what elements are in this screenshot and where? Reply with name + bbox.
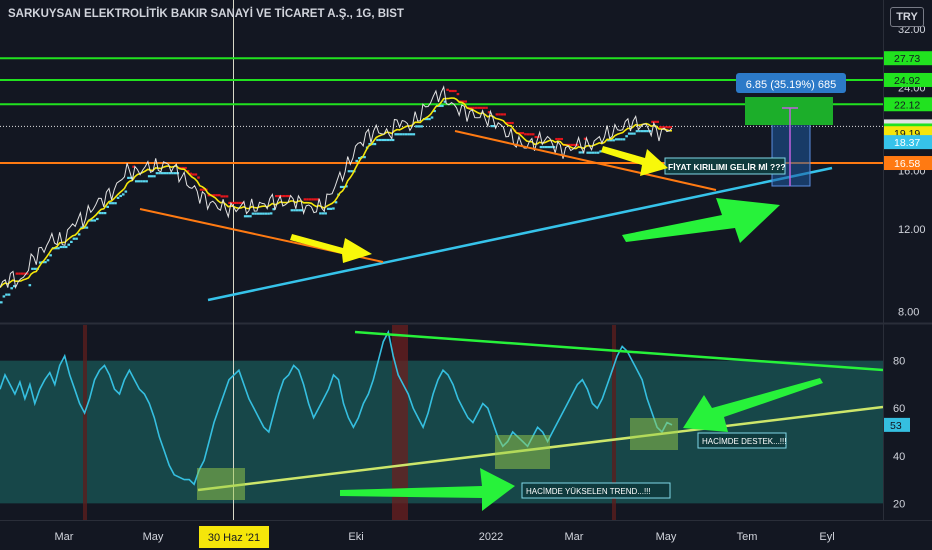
green-arrow-rsi-2 — [683, 378, 823, 432]
volume-marker — [612, 325, 616, 520]
level-price-tag: 27.73 — [894, 53, 920, 65]
rsi-tick-label: 40 — [893, 451, 905, 463]
rsi-line — [0, 329, 673, 486]
time-tick-label: Mar — [55, 531, 74, 543]
price-tick-label: 12.00 — [898, 224, 926, 236]
level-price-tag-box — [884, 97, 932, 112]
moving-average-line — [0, 97, 673, 289]
level-price-tag-box — [884, 51, 932, 66]
rsi-current-tag-box — [884, 417, 910, 432]
volume-highlight-box — [630, 418, 678, 450]
long-position-tool[interactable]: 6.85 (35.19%) 685 — [736, 73, 846, 187]
price-tag-box — [884, 135, 932, 150]
time-tick-label: 2022 — [479, 531, 503, 543]
crosshair-date-label: 30 Haz '21 — [208, 532, 260, 544]
chart-title: SARKUYSAN ELEKTROLİTİK BAKIR SANAYİ VE T… — [8, 8, 404, 20]
time-tick-label: May — [656, 531, 677, 543]
price-tick-label: 32.00 — [898, 24, 926, 36]
level-price-tag: 22.12 — [894, 99, 920, 111]
target-zone — [745, 97, 833, 125]
volume-markers — [83, 325, 616, 520]
green-arrow-rsi-1 — [340, 468, 515, 511]
level-price-tag-box — [884, 156, 932, 171]
volume-marker — [392, 325, 408, 520]
rsi-resistance-line — [354, 330, 883, 372]
rsi-tick-label: 60 — [893, 403, 905, 415]
rsi-tick-label: 80 — [893, 356, 905, 368]
time-tick-label: Tem — [737, 531, 758, 543]
rsi-tick-label: 20 — [893, 498, 905, 510]
price-tick-label: 8.00 — [898, 307, 919, 319]
position-label: 6.85 (35.19%) 685 — [746, 79, 837, 91]
resistance-trendline-2 — [454, 130, 717, 191]
support-trendline — [207, 166, 833, 302]
level-price-tag-box — [884, 72, 932, 87]
rsi-note-support: HACİMDE DESTEK...!!! — [702, 437, 786, 446]
price-tag: 18.37 — [894, 137, 920, 149]
price-plot — [0, 57, 883, 304]
time-tick-label: Eki — [348, 531, 363, 543]
axes: 8.0012.0016.0024.0032.0027.7324.9222.121… — [55, 24, 932, 548]
rsi-band — [0, 360, 883, 504]
volume-marker — [83, 325, 87, 520]
time-tick-label: Mar — [565, 531, 584, 543]
currency-button[interactable]: TRY — [890, 7, 924, 27]
time-tick-label: Eyl — [819, 531, 834, 543]
rsi-note-support-box — [697, 432, 787, 449]
rsi-note-trend-box — [521, 482, 671, 499]
arrows — [290, 146, 823, 511]
rsi-note-trend: HACİMDE YÜKSELEN TREND...!!! — [526, 487, 651, 496]
price-line — [0, 85, 673, 290]
rsi-current-tag: 53 — [890, 420, 902, 432]
rsi-plot — [0, 329, 883, 500]
crosshair-date-box — [199, 526, 269, 548]
level-price-tag: 24.92 — [894, 75, 920, 87]
green-arrow-price — [622, 198, 780, 243]
time-tick-label: May — [143, 531, 164, 543]
level-price-tag: 16.58 — [894, 158, 920, 170]
volume-highlight-box — [197, 468, 245, 500]
volume-highlight-box — [495, 435, 550, 469]
position-label-box — [736, 73, 846, 93]
yellow-arrow-1 — [290, 234, 372, 263]
price-note: FİYAT KIRILIMI GELİR Mİ ??? — [668, 162, 786, 172]
yellow-arrow-2 — [601, 146, 668, 176]
